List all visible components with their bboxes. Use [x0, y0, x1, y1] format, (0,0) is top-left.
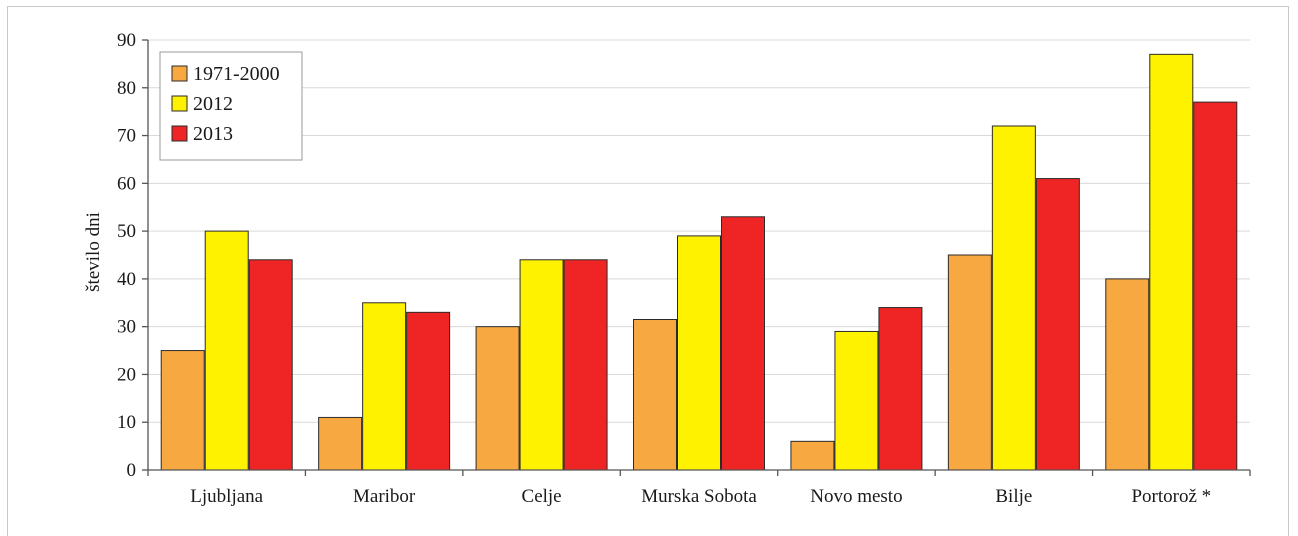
x-tick-label: Novo mesto — [810, 486, 902, 507]
bar-1971-2000-Maribor — [318, 416, 363, 471]
bar-2013-Bilje — [1035, 178, 1080, 471]
bar-1971-2000-Murska Sobota — [633, 319, 677, 471]
x-tick-label: Bilje — [995, 486, 1032, 507]
bar-2012-Novo mesto — [834, 330, 879, 471]
legend: 1971-2000 2012 2013 — [159, 51, 303, 161]
legend-label: 1971-2000 — [193, 63, 280, 85]
bar-2012-Murska Sobota — [677, 235, 721, 471]
bar-1971-2000-Bilje — [947, 254, 992, 471]
bar-2013-Murska Sobota — [721, 216, 765, 471]
legend-label: 2012 — [193, 93, 233, 115]
x-tick-label: Maribor — [353, 486, 416, 507]
bar-1971-2000-Novo mesto — [790, 440, 835, 471]
y-tick-label: 30 — [117, 317, 136, 338]
bar-1971-2000-Celje — [475, 326, 520, 471]
legend-label: 2013 — [193, 123, 233, 145]
x-tick-labels: Ljubljana Maribor Celje Murska Sobota Novo m… — [190, 486, 1211, 507]
y-tick-labels: 0 10 20 30 40 50 60 70 80 90 — [117, 30, 136, 481]
bar-2013-Novo mesto — [878, 307, 923, 471]
bar-2013-Portorož * — [1193, 101, 1238, 471]
x-tick-label: Portorož * — [1131, 486, 1211, 507]
bar-2012-Maribor — [362, 302, 407, 471]
y-tick-label: 40 — [117, 269, 136, 290]
bar-2013-Celje — [563, 259, 608, 471]
bar-2013-Maribor — [406, 311, 451, 471]
x-tick-label: Murska Sobota — [641, 486, 757, 507]
y-tick-label: 50 — [117, 221, 136, 242]
y-tick-label: 60 — [117, 173, 136, 194]
bar-2012-Portorož * — [1149, 53, 1194, 471]
y-tick-label: 90 — [117, 30, 136, 51]
bar-2013-Ljubljana — [248, 259, 293, 471]
y-tick-label: 0 — [127, 460, 137, 481]
legend-swatch — [171, 65, 188, 82]
bar-chart: 0 10 20 30 40 50 60 70 80 90 Ljubljana Maribor Celj… — [83, 30, 1251, 507]
bar-1971-2000-Portorož * — [1105, 278, 1150, 471]
y-axis-label: število dni — [83, 212, 104, 292]
legend-swatch — [171, 95, 188, 112]
axes — [142, 39, 1251, 476]
legend-swatch — [171, 125, 188, 142]
bar-2012-Celje — [519, 259, 564, 471]
bar-2012-Ljubljana — [204, 230, 249, 471]
y-tick-label: 70 — [117, 126, 136, 147]
bar-2012-Bilje — [991, 125, 1036, 471]
x-tick-label: Ljubljana — [190, 486, 263, 507]
y-tick-label: 20 — [117, 364, 136, 385]
x-tick-label: Celje — [522, 486, 562, 507]
y-tick-label: 80 — [117, 78, 136, 99]
y-tick-label: 10 — [117, 412, 136, 433]
bars — [160, 53, 1238, 471]
bar-1971-2000-Ljubljana — [160, 350, 205, 471]
